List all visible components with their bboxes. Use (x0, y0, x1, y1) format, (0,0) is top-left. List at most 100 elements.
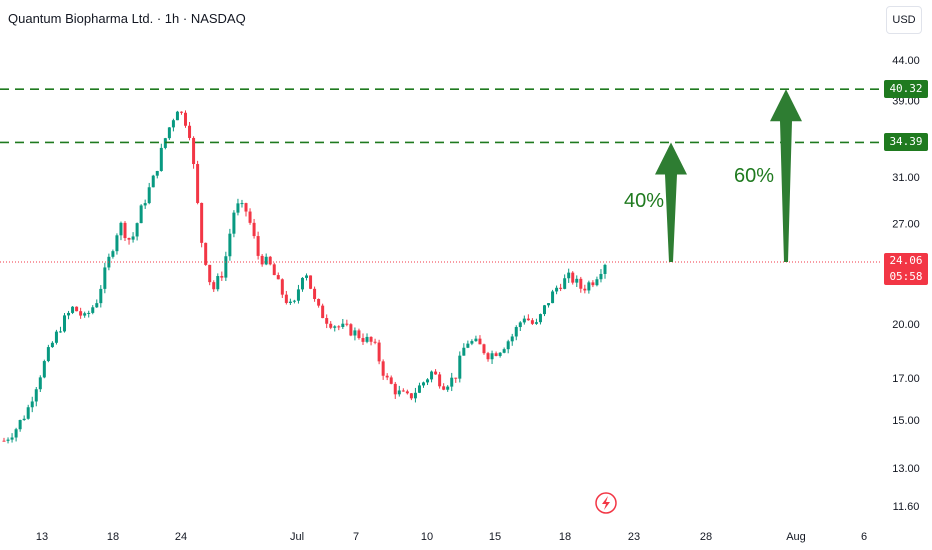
candle-body (179, 111, 183, 113)
candle-body (50, 342, 54, 348)
candle-body (494, 353, 498, 356)
candle-body (276, 275, 280, 280)
candle-body (99, 288, 103, 304)
candle-body (155, 170, 159, 176)
candle-body (369, 336, 373, 342)
candle-body (317, 298, 321, 306)
candle-body (111, 251, 115, 257)
candle-body (599, 273, 603, 280)
price-tick-label: 27.00 (892, 218, 920, 230)
candle-body (171, 120, 175, 128)
candle-body (79, 311, 83, 316)
candle-body (506, 341, 510, 350)
time-tick-label: 28 (700, 531, 712, 543)
candle-body (236, 203, 240, 213)
candle-body (159, 147, 163, 171)
candle-body (95, 303, 99, 308)
candle-body (470, 341, 474, 344)
candle-body (188, 125, 192, 138)
candle-body (421, 382, 425, 386)
candle-body (6, 439, 10, 441)
candle-body (216, 276, 220, 290)
candle-body (534, 322, 538, 324)
level-high-tag: 40.32 (884, 80, 928, 99)
price-tick-label: 11.60 (893, 501, 920, 513)
candle-body (252, 222, 256, 237)
candle-body (54, 331, 58, 343)
candle-body (115, 235, 119, 252)
candle-body (542, 305, 546, 315)
candle-body (518, 322, 522, 328)
time-tick-label: Jul (290, 531, 304, 543)
candle-body (478, 338, 482, 345)
candle-body (83, 313, 87, 316)
price-tick-label: 39.00 (892, 95, 920, 107)
candle-body (373, 341, 377, 343)
candle-body (555, 287, 559, 292)
candle-body (563, 278, 567, 289)
candle-body (268, 256, 272, 265)
candle-body (119, 222, 123, 236)
candle-body (34, 389, 38, 402)
candle-body (434, 371, 438, 375)
candle-body (296, 289, 300, 301)
candle-body (389, 377, 393, 384)
last-price-tag: 24.06 05:58 (884, 252, 928, 285)
candle-series (2, 110, 607, 444)
candle-body (123, 222, 127, 239)
candle-body (292, 300, 296, 302)
candle-body (349, 324, 353, 336)
candle-body (196, 164, 200, 203)
candlestick-chart[interactable]: 40% 60% (0, 0, 880, 522)
candle-body (341, 323, 345, 327)
candle-body (438, 374, 442, 387)
candle-body (220, 276, 224, 278)
candle-body (63, 315, 67, 332)
time-tick-label: Aug (786, 531, 806, 543)
arrow-60-label: 60% (734, 165, 774, 187)
currency-button[interactable]: USD (886, 6, 922, 34)
candle-body (571, 272, 575, 283)
candle-body (288, 301, 292, 303)
price-tick-label: 13.00 (892, 463, 920, 475)
candle-body (333, 326, 337, 328)
candle-body (87, 312, 91, 314)
candle-body (103, 267, 107, 289)
candle-body (474, 338, 478, 342)
candle-body (547, 303, 551, 306)
arrow-60-icon (770, 89, 802, 262)
candle-body (357, 330, 361, 339)
candle-body (538, 314, 542, 323)
candle-body (583, 288, 587, 291)
price-tick-label: 20.00 (892, 319, 920, 331)
horizontal-levels (0, 88, 880, 263)
candle-body (522, 318, 526, 323)
candle-body (91, 307, 95, 313)
candle-body (393, 383, 397, 395)
candle-body (587, 282, 591, 291)
candle-body (200, 202, 204, 243)
time-tick-label: 7 (353, 531, 359, 543)
countdown-value: 05:58 (889, 269, 923, 283)
lightning-icon[interactable] (595, 492, 617, 514)
candle-body (466, 343, 470, 348)
candle-body (591, 282, 595, 286)
time-tick-label: 6 (861, 531, 867, 543)
candle-body (313, 288, 317, 299)
candle-body (409, 393, 413, 399)
candle-body (385, 375, 389, 378)
arrow-40-label: 40% (624, 190, 664, 212)
candle-body (284, 294, 288, 303)
candle-body (377, 342, 381, 362)
candle-body (2, 440, 6, 442)
time-axis[interactable]: 13 18 24 Jul 7 10 15 18 23 28 Aug 6 (0, 522, 880, 550)
candle-body (272, 264, 276, 276)
candle-body (567, 272, 571, 279)
candle-body (248, 211, 252, 223)
price-tick-label: 15.00 (892, 415, 920, 427)
candle-body (46, 347, 50, 362)
candle-body (22, 418, 26, 421)
price-tick-label: 17.00 (892, 373, 920, 385)
candle-body (325, 318, 329, 324)
candle-body (595, 279, 599, 286)
